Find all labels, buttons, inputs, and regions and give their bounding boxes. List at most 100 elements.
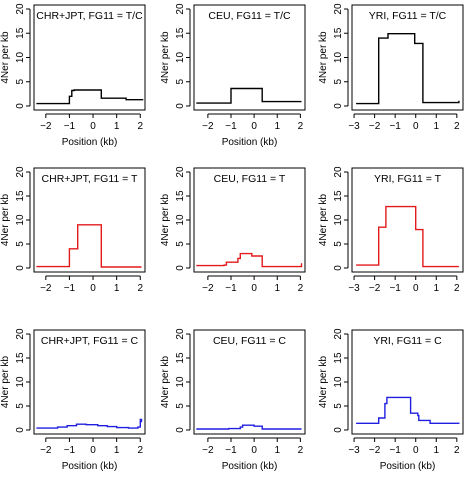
y-tick-label: 10 xyxy=(175,214,186,226)
y-tick-label: 0 xyxy=(333,265,344,271)
plot-frame xyxy=(33,167,146,273)
plot-frame xyxy=(33,329,146,435)
y-tick-label: 20 xyxy=(333,3,344,15)
y-tick-label: 5 xyxy=(333,79,344,85)
x-axis-label: Position (kb) xyxy=(380,461,436,472)
panel-title: CEU, FG11 = T/C xyxy=(208,10,291,22)
y-tick-label: 20 xyxy=(15,3,26,15)
y-tick-label: 10 xyxy=(175,52,186,64)
x-tick-label: 0 xyxy=(90,121,96,132)
y-tick-label: 20 xyxy=(175,328,186,340)
y-tick-label: 15 xyxy=(15,27,26,39)
panel-title: CHR+JPT, FG11 = T/C xyxy=(36,10,143,22)
y-tick-label: 15 xyxy=(15,190,26,202)
panel-9: YRI, FG11 = C 0 5 10 15 20 4Ner per kb −3 −2 −1 0 1… xyxy=(318,328,464,472)
x-tick-label: −1 xyxy=(225,121,237,132)
y-tick-label: 5 xyxy=(15,79,26,85)
y-tick-label: 20 xyxy=(175,166,186,178)
y-tick-label: 10 xyxy=(333,52,344,64)
plot-frame xyxy=(351,167,464,273)
y-tick-label: 5 xyxy=(333,241,344,247)
x-tick-label: −1 xyxy=(64,283,76,294)
x-tick-label: −2 xyxy=(369,121,381,132)
x-tick-label: 2 xyxy=(137,283,143,294)
y-tick-label: 15 xyxy=(175,190,186,202)
x-tick-label: −1 xyxy=(64,445,76,456)
x-tick-label: 0 xyxy=(251,283,257,294)
x-tick-label: 1 xyxy=(274,445,280,456)
x-tick-label: −2 xyxy=(369,283,381,294)
x-tick-label: 2 xyxy=(298,445,304,456)
y-tick-label: 15 xyxy=(175,352,186,364)
x-tick-label: 0 xyxy=(251,121,257,132)
panel-title: YRI, FG11 = T/C xyxy=(369,10,447,22)
x-tick-label: 0 xyxy=(90,283,96,294)
panel-3: YRI, FG11 = T/C 0 5 10 15 20 4Ner per kb −3 −2 −1… xyxy=(318,3,464,132)
y-tick-label: 10 xyxy=(15,214,26,226)
x-tick-label: −2 xyxy=(40,283,52,294)
y-tick-label: 5 xyxy=(175,241,186,247)
y-tick-label: 0 xyxy=(175,103,186,109)
series-line xyxy=(196,87,302,104)
y-tick-label: 15 xyxy=(333,27,344,39)
x-tick-label: 2 xyxy=(137,445,143,456)
series-line xyxy=(36,89,144,105)
y-tick-label: 20 xyxy=(175,3,186,15)
panel-6: YRI, FG11 = T 0 5 10 15 20 4Ner per kb −3 −2 −1 0 1… xyxy=(318,166,464,294)
x-axis-label: Position (kb) xyxy=(222,461,278,472)
x-tick-label: 0 xyxy=(413,445,419,456)
y-tick-label: 10 xyxy=(333,214,344,226)
x-axis-label: Position (kb) xyxy=(62,461,118,472)
plot-frame xyxy=(351,329,464,435)
y-tick-label: 10 xyxy=(15,376,26,388)
x-tick-label: −2 xyxy=(369,445,381,456)
y-tick-label: 0 xyxy=(15,103,26,109)
x-tick-label: −2 xyxy=(40,121,52,132)
x-tick-label: −2 xyxy=(202,121,214,132)
x-tick-label: 2 xyxy=(454,445,460,456)
plot-frame xyxy=(193,329,306,435)
y-tick-label: 10 xyxy=(175,376,186,388)
y-tick-label: 20 xyxy=(333,328,344,340)
y-tick-label: 0 xyxy=(333,427,344,433)
y-tick-label: 15 xyxy=(15,352,26,364)
panel-title: CHR+JPT, FG11 = T xyxy=(42,173,138,185)
x-tick-label: 0 xyxy=(251,445,257,456)
x-tick-label: 1 xyxy=(274,121,280,132)
series-line xyxy=(36,224,142,268)
x-tick-label: −1 xyxy=(389,121,401,132)
y-tick-label: 5 xyxy=(175,403,186,409)
x-tick-label: 0 xyxy=(413,283,419,294)
x-axis-label: Position (kb) xyxy=(222,137,278,148)
x-tick-label: 1 xyxy=(433,283,439,294)
x-tick-label: −1 xyxy=(64,121,76,132)
x-tick-label: −3 xyxy=(348,445,360,456)
series-line xyxy=(196,424,302,430)
x-tick-label: 2 xyxy=(454,283,460,294)
x-tick-label: −2 xyxy=(202,283,214,294)
y-axis-label: 4Ner per kb xyxy=(0,355,11,408)
x-tick-label: 1 xyxy=(433,445,439,456)
y-tick-label: 5 xyxy=(15,403,26,409)
y-tick-label: 20 xyxy=(15,328,26,340)
panel-2: CEU, FG11 = T/C 0 5 10 15 20 4Ner per kb −2 −1 0 1… xyxy=(160,3,306,148)
y-tick-label: 0 xyxy=(333,103,344,109)
plot-frame xyxy=(351,4,464,111)
x-tick-label: −3 xyxy=(348,121,360,132)
x-tick-label: 2 xyxy=(298,121,304,132)
y-axis-label: 4Ner per kb xyxy=(318,31,329,84)
x-tick-label: 1 xyxy=(114,121,120,132)
y-axis-label: 4Ner per kb xyxy=(318,193,329,246)
y-axis-label: 4Ner per kb xyxy=(318,355,329,408)
y-tick-label: 10 xyxy=(333,376,344,388)
panel-title: YRI, FG11 = T xyxy=(374,173,442,185)
y-axis-label: 4Ner per kb xyxy=(0,31,11,84)
series-line xyxy=(356,205,459,268)
y-tick-label: 5 xyxy=(15,241,26,247)
plot-frame xyxy=(193,167,306,273)
y-tick-label: 0 xyxy=(15,427,26,433)
